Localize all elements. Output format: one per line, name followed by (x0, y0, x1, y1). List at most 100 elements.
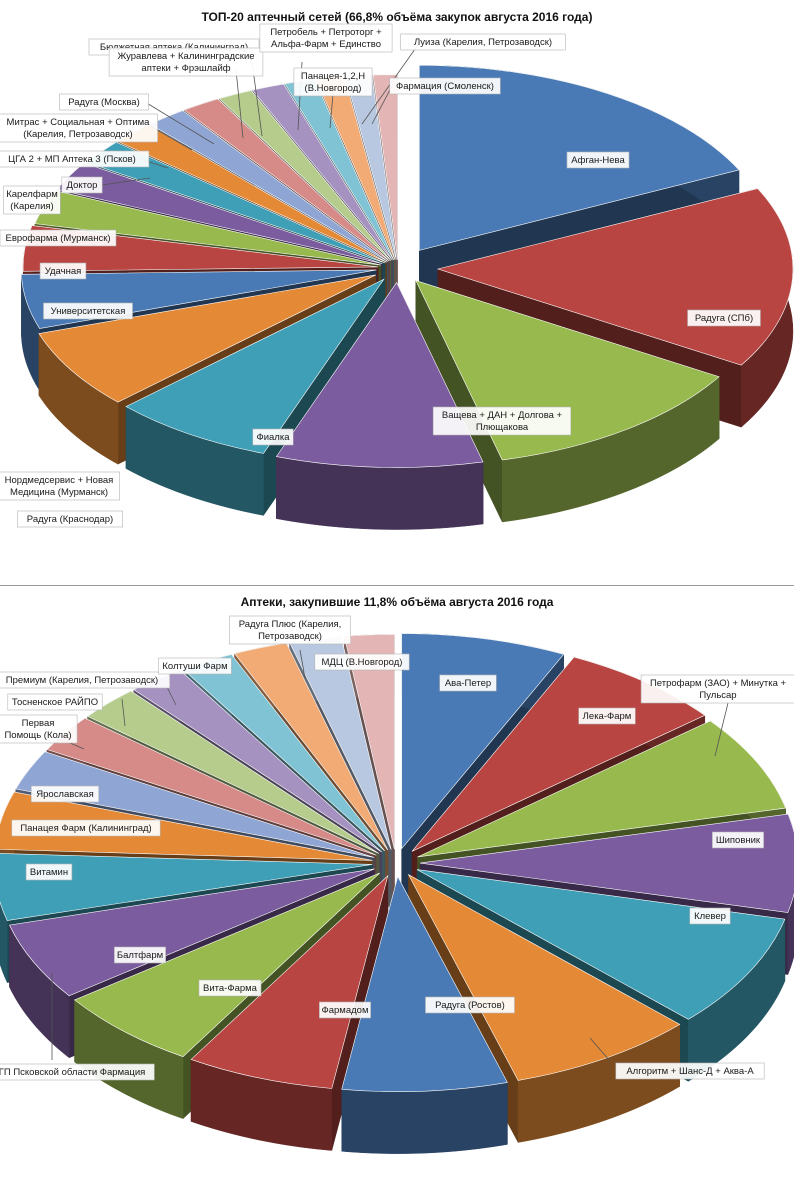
label-box (7, 693, 103, 711)
slice-label: Фармадом (319, 1001, 371, 1019)
label-text: Петрозаводск) (258, 631, 322, 642)
leader-line (144, 101, 215, 145)
label-box (400, 33, 566, 51)
slice-top (419, 813, 794, 913)
label-box (198, 979, 262, 997)
label-text: Журавлева + Калининградские (117, 51, 254, 62)
slice-label: Панацея-1,2,Н(В.Новгород) (293, 67, 373, 97)
label-text: Помощь (Кола) (4, 730, 71, 741)
label-box (0, 671, 170, 689)
label-box (114, 946, 166, 964)
slice-label: ГП Псковской области Фармация (0, 1063, 155, 1081)
slice-top (275, 281, 484, 468)
slice-label: Петрофарм (ЗАО) + Минутка +Пульсар (640, 674, 794, 704)
leader-line (69, 742, 85, 750)
label-box (578, 707, 636, 725)
label-text: Пульсар (699, 690, 736, 701)
label-box (425, 996, 515, 1014)
label-text: Афган-Нева (571, 155, 625, 166)
pie-chart-top20: Афган-Нева Радуга (СПб) Ващева + ДАН + Дол… (0, 23, 794, 530)
label-text: Радуга (Краснодар) (27, 514, 113, 525)
label-text: Митрас + Социальная + Оптима (7, 117, 151, 128)
slice-label: Ярославская (30, 785, 100, 803)
slice-label: Шиповник (712, 831, 764, 849)
label-text: Колтуши Фарм (162, 661, 227, 672)
slice-label: Ващева + ДАН + Долгова +Плющакова (432, 406, 572, 436)
leader-line (121, 698, 126, 727)
label-text: Радуга (Москва) (68, 97, 140, 108)
label-text: Панацея Фарм (Калининград) (20, 823, 151, 834)
slice-top (0, 791, 373, 861)
slice-top (15, 751, 375, 858)
slice-label: Удачная (39, 262, 87, 280)
label-text: Радуга (Ростов) (435, 1000, 505, 1011)
label-text: Радуга (СПб) (695, 313, 753, 324)
label-text: Альфа-Фарм + Единство (271, 39, 381, 50)
label-text: Первая (22, 718, 55, 729)
slice-top (190, 874, 389, 1089)
label-text: Университетская (51, 306, 126, 317)
slice-label: Колтуши Фарм (158, 657, 232, 675)
chart-panel-top: ТОП-20 аптечный сетей (66,8% объёма заку… (0, 0, 794, 586)
slice-top (125, 278, 385, 454)
slice-label: Радуга (Краснодар) (17, 510, 123, 528)
label-box (0, 229, 117, 247)
label-text: Ващева + ДАН + Долгова + (442, 410, 563, 421)
label-text: Петробель + Петроторг + (270, 27, 382, 38)
slices-group (0, 633, 794, 1154)
label-box (389, 77, 501, 95)
slice-top (183, 98, 390, 262)
slice-top (372, 74, 398, 260)
pie-slice (341, 875, 508, 1154)
leader-line (299, 649, 306, 679)
label-box (712, 831, 764, 849)
label-text: аптеки + Фрэшлайф (141, 63, 230, 74)
slice-label: Радуга (Москва) (59, 93, 149, 111)
label-text: Медицина (Мурманск) (10, 487, 108, 498)
slice-label: Тосненское РАЙПО (7, 693, 103, 711)
label-box (687, 309, 761, 327)
label-box (0, 113, 158, 143)
label-text: Фармадом (322, 1005, 369, 1016)
label-box (0, 714, 78, 744)
label-text: ЦГА 2 + МП Аптека 3 (Псков) (8, 154, 136, 165)
slice-top (218, 90, 392, 261)
pie-chart-pharmacies: Ава-Петер Лека-Фарм Петрофарм (ЗАО) + Мину… (0, 615, 794, 1154)
label-text: Фиалка (256, 432, 290, 443)
slice-label: Еврофарма (Мурманск) (0, 229, 117, 247)
label-box (11, 819, 161, 837)
label-text: Фармация (Смоленск) (396, 81, 494, 92)
label-text: Клевер (694, 911, 726, 922)
label-box (439, 674, 497, 692)
label-text: Витамин (30, 867, 68, 878)
label-box (319, 1001, 371, 1019)
label-text: Шиповник (716, 835, 761, 846)
leader-line (589, 1037, 611, 1062)
slice-top (407, 873, 681, 1081)
label-box (3, 185, 61, 215)
label-box (689, 907, 731, 925)
label-box (61, 176, 103, 194)
label-box (229, 615, 352, 645)
label-box (640, 674, 794, 704)
slice-label: Афган-Нева (566, 151, 630, 169)
slice-label: Луиза (Карелия, Петрозаводск) (400, 33, 566, 51)
leader-line (235, 69, 244, 139)
label-box (615, 1062, 765, 1080)
label-box (0, 150, 150, 168)
label-text: Алгоритм + Шанс-Д + Аква-А (626, 1066, 754, 1077)
slice-wall (341, 1082, 508, 1154)
slice-top (416, 869, 786, 1020)
slice-label: Радуга Плюс (Карелия,Петрозаводск) (229, 615, 352, 645)
label-text: Балтфарм (117, 950, 163, 961)
slice-label: Вита-Фарма (198, 979, 262, 997)
chart-title: Аптеки, закупившие 11,8% объёма августа … (240, 595, 554, 609)
slice-label: МДЦ (В.Новгород) (314, 653, 410, 671)
slice-top (38, 274, 376, 403)
slice-label: Радуга (Ростов) (425, 996, 515, 1014)
slice-label: Доктор (61, 176, 103, 194)
label-text: Панацея-1,2,Н (301, 71, 365, 82)
label-text: Радуга Плюс (Карелия, (239, 619, 342, 630)
slice-top (87, 690, 379, 854)
